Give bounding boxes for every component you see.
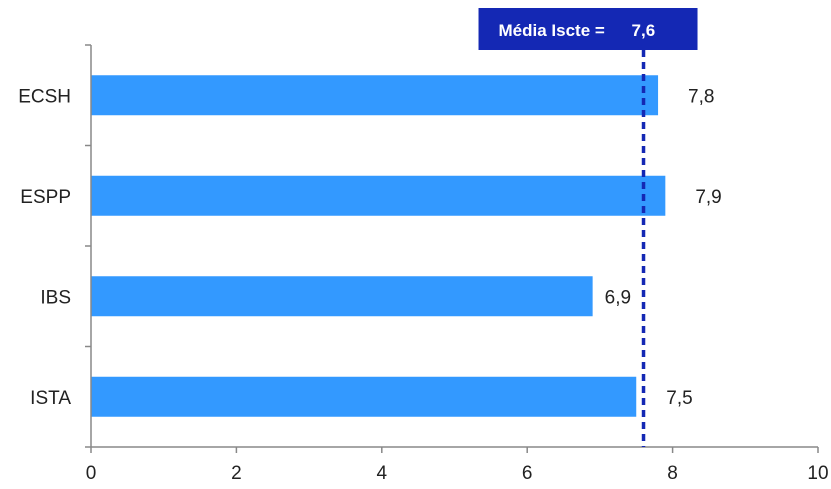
reference-label: Média Iscte = <box>499 21 605 40</box>
reference-value-label: 7,6 <box>632 21 656 40</box>
category-label-ecsh: ECSH <box>18 86 71 107</box>
reference-line-group: Média Iscte = 7,6 <box>478 8 698 447</box>
category-label-ista: ISTA <box>30 388 71 409</box>
data-labels-group: 7,8 7,9 6,9 7,5 <box>605 86 722 409</box>
reference-label-box <box>478 8 698 50</box>
category-label-ibs: IBS <box>40 287 71 308</box>
x-tick-label: 6 <box>522 463 533 484</box>
bar-espp <box>91 175 666 216</box>
data-label-ista: 7,5 <box>666 388 692 409</box>
data-label-ibs: 6,9 <box>605 287 631 308</box>
category-label-espp: ESPP <box>20 187 71 208</box>
bar-ibs <box>91 276 593 317</box>
bar-ecsh <box>91 75 659 116</box>
category-labels-group: ECSH ESPP IBS ISTA <box>18 86 71 409</box>
ticks-group: 0 2 4 6 8 10 <box>85 44 829 484</box>
x-tick-label: 4 <box>377 463 388 484</box>
bars-group <box>91 75 666 417</box>
x-tick-label: 0 <box>86 463 97 484</box>
data-label-espp: 7,9 <box>695 187 721 208</box>
x-tick-label: 2 <box>231 463 242 484</box>
data-label-ecsh: 7,8 <box>688 86 714 107</box>
x-tick-label: 10 <box>807 463 828 484</box>
x-tick-label: 8 <box>667 463 678 484</box>
bar-ista <box>91 376 637 417</box>
